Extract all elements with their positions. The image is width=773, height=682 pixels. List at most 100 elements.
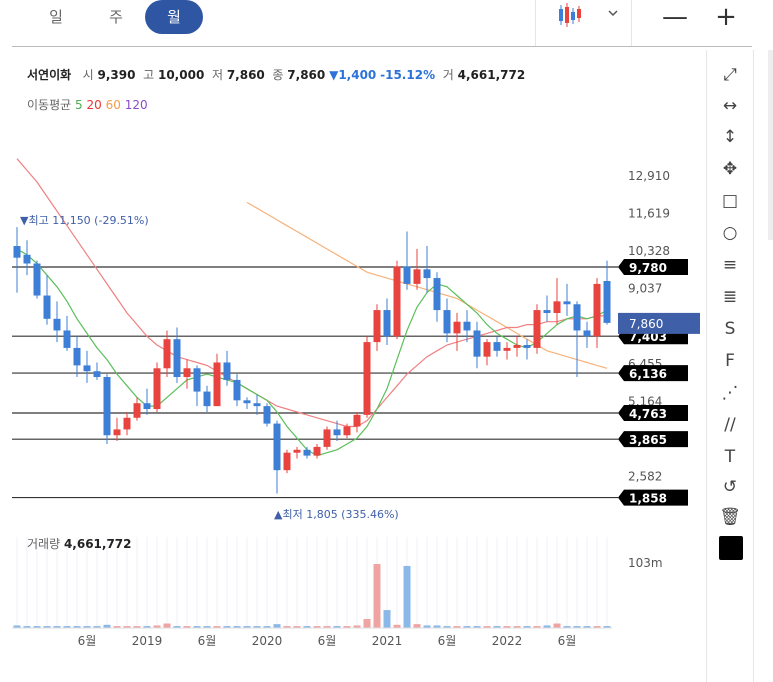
- volume-bar: [103, 624, 111, 628]
- candle-body: [53, 318, 61, 331]
- tab-month[interactable]: 월: [145, 0, 203, 34]
- ma20-line: [16, 158, 607, 428]
- ma-20: 20: [86, 98, 102, 112]
- volume-bar: [543, 625, 551, 628]
- candle-body: [293, 449, 301, 453]
- candle-body: [303, 449, 311, 456]
- price-line-label: 9,780: [629, 261, 667, 275]
- candle-body: [253, 403, 261, 407]
- y-tick-label: 9,037: [628, 282, 662, 296]
- high-label: 고: [143, 68, 155, 82]
- ma-label: 이동평균: [27, 98, 72, 112]
- price-line-label: 6,136: [629, 367, 667, 381]
- price-line-tag: [618, 365, 688, 382]
- candle-body: [133, 403, 141, 418]
- candle-body: [593, 283, 601, 337]
- candle-body: [273, 423, 281, 471]
- volume-value: 4,661,772: [457, 68, 526, 82]
- candle-body: [453, 321, 461, 334]
- x-tick-label: 6월: [318, 634, 337, 648]
- color-picker-button[interactable]: [719, 536, 743, 560]
- price-line-tag: [618, 489, 688, 506]
- volume-bar: [413, 624, 421, 628]
- zoom-in-button[interactable]: +: [715, 2, 737, 32]
- candle-body: [193, 368, 201, 392]
- parallel-lines-icon[interactable]: //: [724, 415, 736, 435]
- high-value: 10,000: [157, 68, 205, 82]
- current-price-tag: [618, 312, 700, 334]
- candle-body: [473, 330, 481, 357]
- speed-fan-icon[interactable]: S: [724, 319, 736, 339]
- rectangle-icon[interactable]: □: [721, 191, 739, 211]
- candle-body: [123, 417, 131, 430]
- price-line-tag: [618, 431, 688, 448]
- undo-icon[interactable]: ↺: [722, 477, 738, 497]
- move-icon[interactable]: ✥: [722, 159, 738, 179]
- volume-bar: [353, 625, 361, 628]
- candle-body: [233, 379, 241, 401]
- candle-body: [153, 368, 161, 410]
- candle-body: [483, 342, 491, 357]
- moving-average-legend[interactable]: 이동평균 5 20 60 120: [27, 96, 148, 113]
- tab-day[interactable]: 일: [49, 8, 63, 26]
- current-price-label: 7,860: [629, 317, 663, 331]
- gann-fan-icon[interactable]: ⋰: [721, 383, 739, 403]
- candle-body: [113, 429, 121, 436]
- price-line-tag: [618, 259, 688, 276]
- volume-bar: [283, 626, 291, 628]
- price-line-tag: [618, 405, 688, 422]
- vertical-arrows-icon[interactable]: ↕: [722, 127, 738, 147]
- tab-week[interactable]: 주: [109, 8, 123, 26]
- candle-body: [393, 266, 401, 337]
- candle-body: [93, 371, 101, 378]
- volume-bar: [223, 626, 231, 628]
- volume-label: 거: [442, 68, 454, 82]
- volume-bar: [563, 626, 571, 628]
- volume-bar: [183, 626, 191, 628]
- candle-body: [23, 254, 31, 264]
- horizontal-arrows-icon[interactable]: ↔: [722, 96, 738, 116]
- low-value: 7,860: [226, 68, 265, 82]
- fibonacci-extension-icon[interactable]: ≣: [722, 287, 738, 307]
- chart-type-selector[interactable]: [535, 0, 632, 46]
- circle-icon[interactable]: ○: [722, 223, 738, 243]
- fibonacci-fan-icon[interactable]: F: [725, 351, 735, 371]
- volume-bar: [463, 626, 471, 628]
- scrollbar[interactable]: [768, 50, 773, 240]
- volume-bar: [73, 626, 81, 628]
- fibonacci-retracement-icon[interactable]: ≡: [722, 255, 738, 275]
- ma-60: 60: [105, 98, 121, 112]
- price-chart[interactable]: 12,91011,61910,3289,0377,7466,4555,1643,…: [0, 42, 700, 682]
- zoom-out-button[interactable]: —: [662, 2, 688, 32]
- candle-body: [163, 339, 171, 369]
- volume-bar: [443, 626, 451, 628]
- candle-body: [383, 310, 391, 337]
- volume-bar: [173, 626, 181, 628]
- expand-icon[interactable]: ⤢: [723, 65, 737, 85]
- volume-label: 거래량 4,661,772: [27, 537, 132, 551]
- volume-bar: [43, 626, 51, 628]
- candle-body: [493, 342, 501, 351]
- volume-bar: [533, 626, 541, 628]
- volume-bar: [403, 565, 411, 628]
- min-price-label: ▲최저 1,805 (335.46%): [274, 508, 399, 521]
- volume-bar: [553, 623, 561, 628]
- x-tick-label: 2021: [372, 634, 403, 648]
- candle-body: [413, 269, 421, 284]
- x-tick-label: 2020: [252, 634, 283, 648]
- candle-body: [63, 330, 71, 348]
- x-tick-label: 2022: [492, 634, 523, 648]
- volume-bar: [133, 626, 141, 628]
- candle-body: [503, 347, 511, 351]
- candle-body: [563, 301, 571, 305]
- ma-5: 5: [75, 98, 83, 112]
- text-icon[interactable]: T: [724, 447, 736, 467]
- volume-bar: [113, 626, 121, 628]
- volume-bar: [123, 626, 131, 628]
- trash-icon[interactable]: 🗑: [719, 507, 741, 527]
- candle-body: [463, 321, 471, 331]
- x-tick-label: 2019: [132, 634, 163, 648]
- y-tick-label: 5,164: [628, 394, 662, 408]
- candle-body: [553, 301, 561, 313]
- volume-bar: [393, 624, 401, 628]
